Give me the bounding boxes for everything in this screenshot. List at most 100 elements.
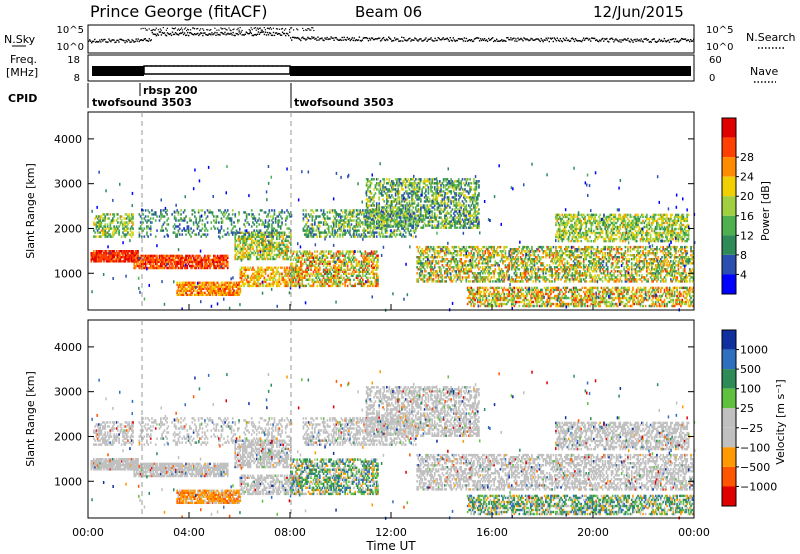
noise-point bbox=[272, 35, 273, 36]
power-cell bbox=[373, 200, 375, 202]
noise-point bbox=[553, 41, 554, 42]
power-cell bbox=[328, 227, 330, 229]
power-cell bbox=[400, 216, 402, 218]
noise-point bbox=[641, 38, 642, 39]
noise-point bbox=[214, 32, 215, 33]
noise-point bbox=[484, 38, 485, 39]
noise-point bbox=[619, 39, 620, 40]
noise-point bbox=[281, 35, 282, 36]
noise-point bbox=[130, 41, 131, 42]
noise-point bbox=[560, 38, 561, 39]
power-cell bbox=[414, 212, 416, 214]
noise-point bbox=[434, 38, 435, 39]
power-cell bbox=[271, 252, 273, 254]
power-cell bbox=[308, 225, 310, 227]
power-cell bbox=[416, 227, 418, 229]
noise-point bbox=[152, 32, 153, 33]
power-cell bbox=[466, 214, 468, 216]
power-cell bbox=[342, 215, 344, 217]
power-cell bbox=[236, 252, 238, 254]
noise-point bbox=[409, 38, 410, 39]
noise-point bbox=[400, 40, 401, 41]
power-cell bbox=[101, 260, 103, 262]
noise-point bbox=[175, 32, 176, 33]
nsearch-point bbox=[273, 28, 274, 29]
nsearch-point bbox=[180, 29, 181, 30]
power-cell bbox=[255, 252, 257, 254]
power-cell bbox=[113, 225, 115, 227]
power-cell bbox=[438, 186, 440, 188]
noise-point bbox=[158, 34, 159, 35]
power-cell bbox=[319, 279, 321, 281]
power-cell bbox=[377, 281, 379, 283]
power-cell bbox=[341, 275, 343, 277]
power-cell bbox=[463, 202, 465, 204]
power-cell bbox=[362, 209, 364, 211]
power-cell bbox=[349, 269, 351, 271]
power-cell bbox=[312, 252, 314, 254]
noise-point bbox=[542, 40, 543, 41]
nsearch-point bbox=[184, 28, 185, 29]
noise-point bbox=[393, 40, 394, 41]
power-cell bbox=[402, 188, 404, 190]
power-cell bbox=[386, 227, 388, 229]
power-cell bbox=[127, 227, 129, 229]
power-cell bbox=[418, 202, 420, 204]
noise-point bbox=[531, 38, 532, 39]
power-cell bbox=[317, 285, 319, 287]
noise-trace bbox=[88, 27, 694, 43]
noise-point bbox=[306, 38, 307, 39]
noise-point bbox=[397, 38, 398, 39]
noise-point bbox=[659, 39, 660, 40]
noise-point bbox=[230, 33, 231, 34]
power-cell bbox=[137, 250, 139, 252]
power-cell bbox=[286, 267, 288, 269]
power-cell bbox=[462, 178, 464, 180]
nsearch-point bbox=[255, 27, 256, 28]
power-cell bbox=[396, 233, 398, 235]
power-cell bbox=[245, 236, 247, 238]
noise-point bbox=[317, 36, 318, 37]
noise-point bbox=[483, 40, 484, 41]
cpid-label: CPID bbox=[8, 92, 37, 105]
nsearch-point bbox=[163, 27, 164, 28]
noise-point bbox=[473, 40, 474, 41]
power-cell bbox=[450, 190, 452, 192]
noise-point bbox=[172, 32, 173, 33]
power-cell bbox=[309, 215, 311, 217]
power-cell bbox=[279, 238, 281, 240]
cpid-segment-first: twofsound 3503 bbox=[92, 96, 192, 109]
nsearch-point bbox=[254, 28, 255, 29]
power-cell bbox=[434, 224, 436, 226]
power-cell bbox=[420, 178, 422, 180]
power-cell bbox=[410, 214, 412, 216]
nsearch-point bbox=[167, 28, 168, 29]
noise-point bbox=[104, 39, 105, 40]
date-title: 12/Jun/2015 bbox=[593, 3, 684, 21]
power-cell bbox=[367, 227, 369, 229]
noise-point bbox=[556, 40, 557, 41]
noise-point bbox=[629, 41, 630, 42]
noise-point bbox=[514, 40, 515, 41]
nsearch-point bbox=[238, 28, 239, 29]
power-cell bbox=[450, 227, 452, 229]
noise-point bbox=[91, 42, 92, 43]
noise-point bbox=[618, 41, 619, 42]
noise-point bbox=[282, 32, 283, 33]
power-cell bbox=[447, 216, 449, 218]
power-cell bbox=[434, 186, 436, 188]
power-cell bbox=[409, 210, 411, 212]
power-cell bbox=[293, 281, 295, 283]
freq-bar-segment-1 bbox=[92, 66, 144, 76]
noise-point bbox=[289, 32, 290, 33]
noise-point bbox=[511, 39, 512, 40]
power-cell bbox=[132, 231, 134, 233]
power-cell bbox=[317, 255, 319, 257]
noise-point bbox=[219, 34, 220, 35]
power-cell bbox=[318, 227, 320, 229]
noise-point bbox=[171, 35, 172, 36]
noise-point bbox=[241, 31, 242, 32]
power-cell bbox=[445, 227, 447, 229]
noise-point bbox=[632, 42, 633, 43]
power-cell bbox=[241, 269, 243, 271]
